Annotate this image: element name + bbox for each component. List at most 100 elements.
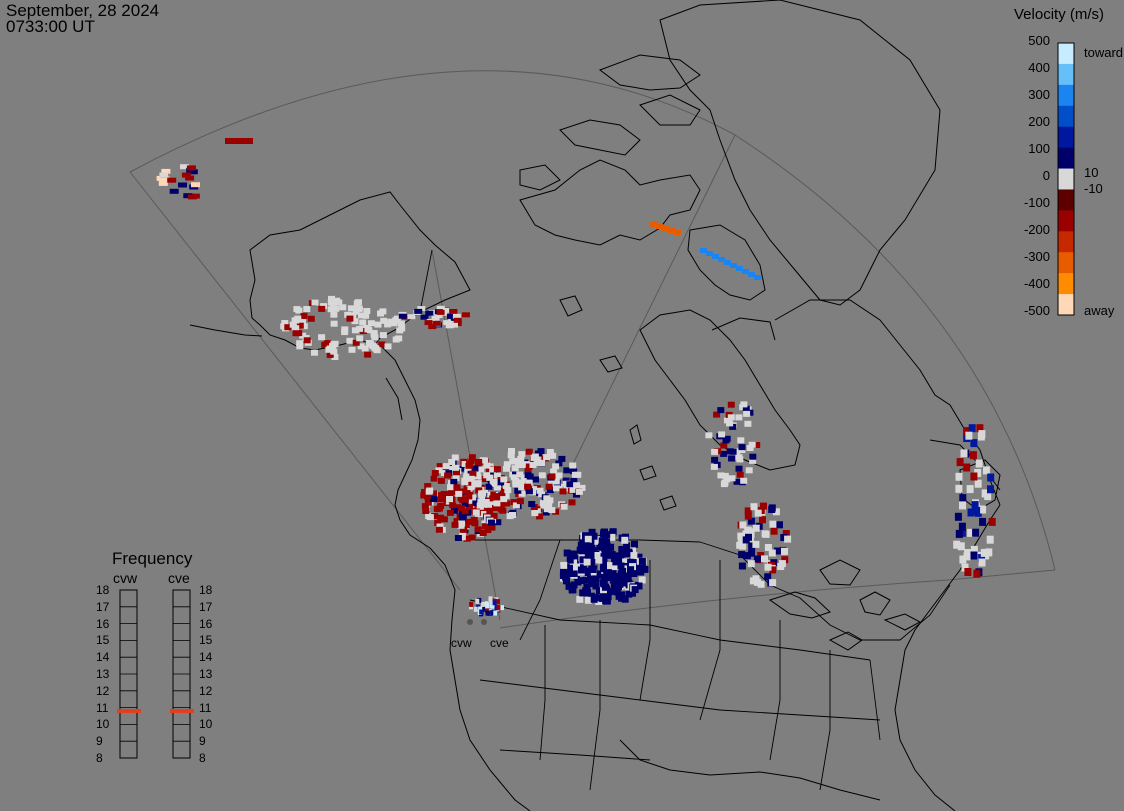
velocity-cell xyxy=(562,477,570,484)
velocity-cell xyxy=(967,508,975,517)
velocity-cell xyxy=(330,311,338,318)
velocity-cell xyxy=(434,520,442,526)
velocity-cell xyxy=(720,481,728,488)
velocity-cell xyxy=(525,488,533,495)
velocity-cell xyxy=(483,462,491,469)
velocity-cell xyxy=(159,172,169,178)
velocity-cell xyxy=(496,599,500,605)
velocity-cell xyxy=(564,569,572,577)
velocity-cell xyxy=(748,542,756,550)
velocity-cell xyxy=(488,596,493,602)
velocity-cell xyxy=(744,507,752,515)
velocity-cell xyxy=(478,606,483,612)
velocity-cell xyxy=(583,568,591,576)
velocity-cell xyxy=(744,420,752,427)
velocity-cell xyxy=(431,470,439,476)
velocity-cell xyxy=(738,444,746,451)
velocity-cell xyxy=(773,547,781,555)
velocity-cell xyxy=(976,424,984,433)
radar-a-name: cvw xyxy=(113,570,138,586)
velocity-cell xyxy=(970,545,978,554)
velocity-cell xyxy=(727,401,735,408)
velocity-cell xyxy=(752,540,760,548)
velocity-cell xyxy=(352,339,360,346)
velocity-cell xyxy=(503,500,511,507)
velocity-cell xyxy=(347,305,355,312)
velocity-cell xyxy=(479,609,484,615)
velocity-cell xyxy=(963,552,971,561)
velocity-cell xyxy=(545,502,553,509)
velocity-cell xyxy=(440,516,448,523)
velocity-cell xyxy=(397,320,405,327)
velocity-cell xyxy=(590,532,598,540)
velocity-cell xyxy=(956,458,964,467)
velocity-cell xyxy=(591,537,598,545)
velocity-cell xyxy=(327,299,335,306)
velocity-cell xyxy=(485,483,493,490)
velocity-cell xyxy=(518,484,526,491)
velocity-cell xyxy=(185,175,195,181)
velocity-cell xyxy=(532,476,539,483)
velocity-cell xyxy=(520,474,528,481)
velocity-cell xyxy=(754,578,761,586)
frequency-tick-right: 12 xyxy=(199,683,213,698)
velocity-cell xyxy=(495,496,503,503)
frequency-tick-right: 17 xyxy=(199,599,213,614)
velocity-cell xyxy=(753,442,761,448)
velocity-cell xyxy=(498,492,506,499)
velocity-cell xyxy=(459,465,467,472)
velocity-cell xyxy=(770,527,778,535)
velocity-cell xyxy=(300,312,308,319)
velocity-cell xyxy=(461,496,469,503)
radar-b-name: cve xyxy=(168,570,190,586)
velocity-cell xyxy=(450,322,458,328)
velocity-cell xyxy=(407,314,416,320)
velocity-cell xyxy=(450,478,458,485)
velocity-cell xyxy=(330,348,338,355)
velocity-cell xyxy=(473,606,478,612)
velocity-cell xyxy=(555,472,563,479)
velocity-cell xyxy=(351,318,359,325)
velocity-cell xyxy=(467,475,475,482)
velocity-cell xyxy=(370,330,378,336)
velocity-cell xyxy=(436,492,444,499)
velocity-cell xyxy=(750,503,758,511)
velocity-cell xyxy=(307,315,315,322)
velocity-cell xyxy=(588,528,596,536)
velocity-cell xyxy=(371,334,379,341)
velocity-cell xyxy=(481,523,489,530)
velocity-cell xyxy=(974,469,982,477)
colorbar-segment xyxy=(1058,63,1074,86)
velocity-cell xyxy=(425,488,433,495)
velocity-cell xyxy=(489,500,497,507)
velocity-cell xyxy=(610,582,618,590)
velocity-cell xyxy=(463,535,471,542)
velocity-cell xyxy=(769,579,777,587)
velocity-cell xyxy=(514,487,522,494)
velocity-cell xyxy=(582,532,589,540)
velocity-cell xyxy=(600,559,608,566)
velocity-cell xyxy=(485,603,490,609)
velocity-cell xyxy=(436,305,445,311)
velocity-cell xyxy=(752,524,760,532)
velocity-cell xyxy=(542,509,550,516)
velocity-cell xyxy=(772,508,780,516)
velocity-cell xyxy=(573,563,580,571)
time-label: 0733:00 UT xyxy=(6,17,95,36)
velocity-cell xyxy=(743,410,751,417)
velocity-cell xyxy=(752,575,760,583)
velocity-cell xyxy=(346,315,354,322)
velocity-cell xyxy=(735,414,743,421)
velocity-cell xyxy=(637,568,645,576)
velocity-cell xyxy=(705,432,713,439)
velocity-cell xyxy=(569,570,577,577)
velocity-cell xyxy=(462,522,470,529)
velocity-cell xyxy=(600,579,607,587)
velocity-cell xyxy=(331,340,339,347)
velocity-cell xyxy=(530,486,537,493)
velocity-cell xyxy=(721,472,729,479)
frequency-tick-left: 8 xyxy=(96,751,103,765)
velocity-cell xyxy=(476,502,484,509)
velocity-cell xyxy=(552,508,560,515)
velocity-cell xyxy=(431,513,439,519)
